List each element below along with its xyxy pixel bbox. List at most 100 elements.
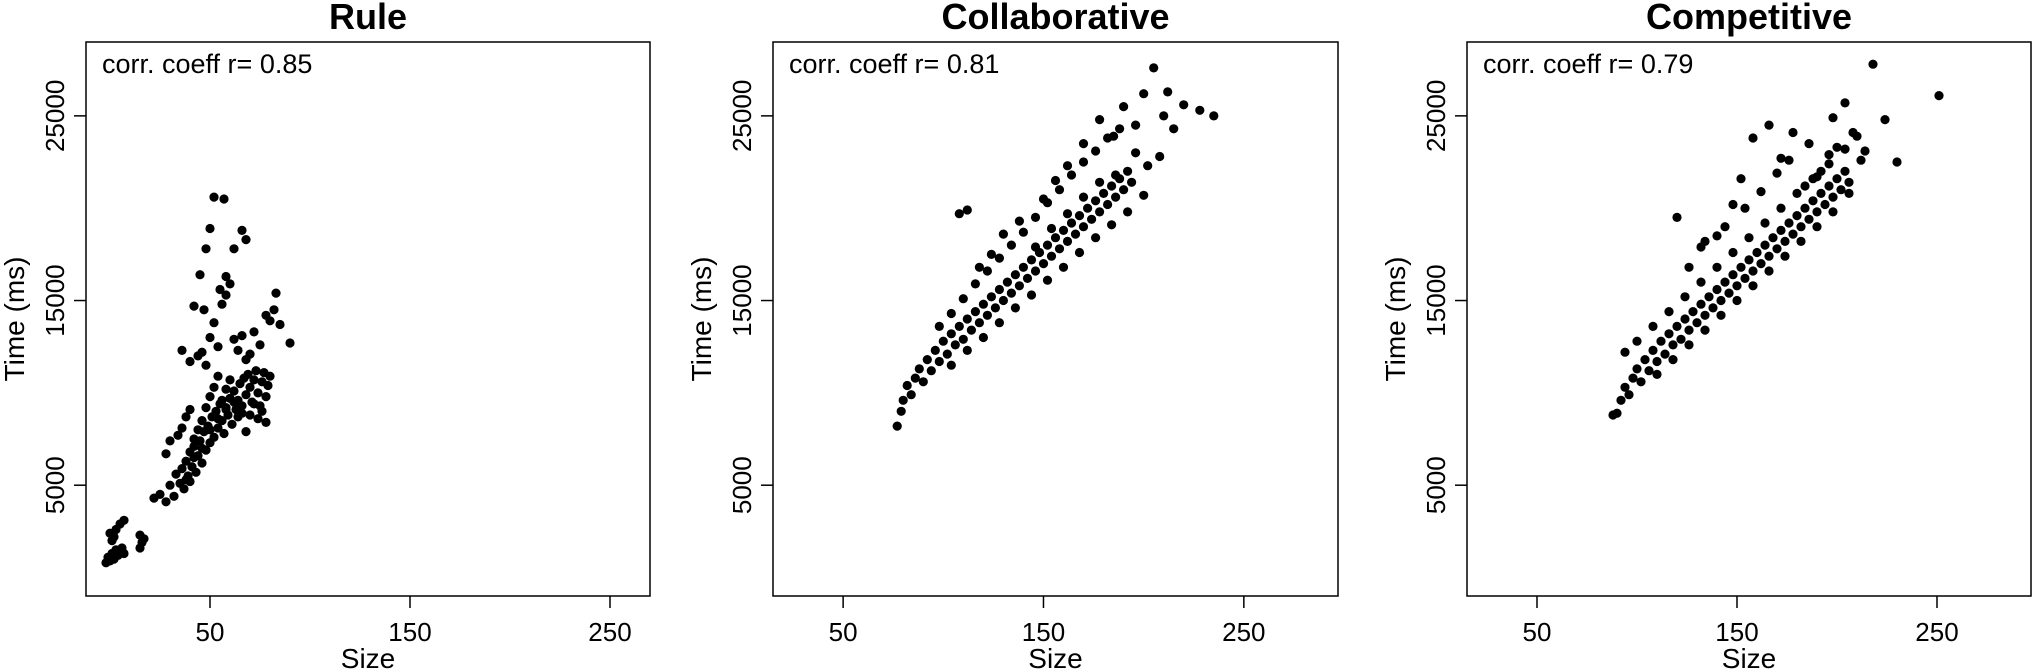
data-point (1668, 340, 1678, 350)
data-point (1840, 166, 1850, 176)
data-point (1010, 303, 1021, 313)
data-point (1744, 255, 1754, 265)
data-point (1099, 188, 1109, 198)
data-point (974, 262, 985, 272)
data-point (994, 318, 1005, 328)
data-point (1680, 314, 1690, 324)
data-point (229, 244, 239, 254)
data-point (165, 436, 175, 446)
data-point (962, 345, 972, 355)
data-point (1684, 325, 1694, 335)
data-point (205, 425, 215, 435)
data-point (1054, 244, 1065, 254)
data-point (962, 205, 972, 215)
data-point (994, 253, 1005, 263)
data-point (107, 536, 117, 546)
data-point (105, 528, 115, 538)
data-point (213, 371, 223, 381)
data-point (1780, 251, 1790, 261)
data-point (1804, 214, 1814, 224)
data-point (185, 404, 195, 415)
data-point (189, 441, 199, 451)
data-point (1700, 310, 1710, 320)
data-point (269, 305, 279, 315)
data-point (1868, 59, 1878, 69)
y-tick-label: 5000 (1421, 456, 1451, 514)
data-point (1087, 214, 1097, 224)
data-point (1078, 157, 1089, 167)
data-point (1026, 255, 1037, 265)
data-point (221, 404, 231, 415)
data-point (185, 356, 195, 367)
data-point (265, 371, 275, 381)
data-point (1812, 207, 1822, 217)
data-point (1748, 133, 1758, 143)
data-point (1006, 288, 1017, 298)
y-tick-label: 15000 (40, 264, 70, 336)
data-point (1772, 168, 1782, 178)
data-point (1648, 345, 1658, 355)
y-tick-label: 25000 (1421, 80, 1451, 152)
data-point (1026, 290, 1037, 300)
data-point (213, 423, 223, 433)
data-point (986, 249, 997, 259)
data-point (209, 432, 219, 442)
data-point (954, 321, 964, 331)
data-point (191, 467, 201, 477)
data-point (201, 403, 211, 413)
data-point (1664, 329, 1674, 339)
data-point (998, 229, 1009, 239)
data-point (1764, 266, 1774, 276)
data-point (197, 416, 207, 426)
plot-frame (85, 41, 651, 597)
data-point (1820, 199, 1830, 210)
data-point (910, 373, 920, 383)
data-point (195, 270, 205, 280)
data-point (197, 458, 207, 468)
data-point (271, 288, 281, 298)
y-axis-label: Time (ms) (1380, 257, 1411, 382)
x-tick-label: 150 (1022, 617, 1065, 647)
data-point (1812, 222, 1822, 232)
data-point (1111, 192, 1121, 202)
data-point (1123, 166, 1133, 176)
data-point (930, 345, 940, 355)
data-point (1824, 181, 1834, 191)
data-point (169, 491, 179, 501)
data-point (1780, 236, 1790, 246)
data-point (253, 414, 263, 424)
data-point (1768, 233, 1778, 243)
data-point (1776, 153, 1786, 163)
data-point (1014, 281, 1024, 291)
data-point (201, 360, 211, 370)
data-point (1652, 369, 1662, 379)
data-point (1042, 275, 1053, 285)
data-point (1054, 185, 1065, 195)
data-point (1628, 373, 1638, 383)
data-point (1832, 142, 1842, 152)
data-point (1848, 127, 1858, 138)
data-point (189, 452, 199, 463)
data-point (233, 412, 243, 422)
x-tick-label: 50 (196, 617, 225, 647)
data-point (1824, 159, 1834, 169)
data-point (946, 329, 956, 339)
data-point (181, 456, 191, 466)
data-point (1716, 310, 1726, 320)
data-point (954, 209, 964, 219)
data-point (1748, 281, 1758, 291)
data-point (892, 421, 902, 431)
data-point (1058, 225, 1069, 235)
data-point (982, 310, 993, 320)
data-point (265, 316, 275, 326)
data-point (243, 369, 253, 379)
data-point (1109, 131, 1119, 141)
data-point (1644, 366, 1654, 376)
data-point (1066, 170, 1077, 180)
data-point (201, 244, 211, 254)
data-point (1672, 321, 1682, 331)
data-point (165, 480, 175, 490)
data-point (1712, 284, 1722, 295)
data-point (161, 449, 171, 459)
data-point (209, 382, 219, 392)
